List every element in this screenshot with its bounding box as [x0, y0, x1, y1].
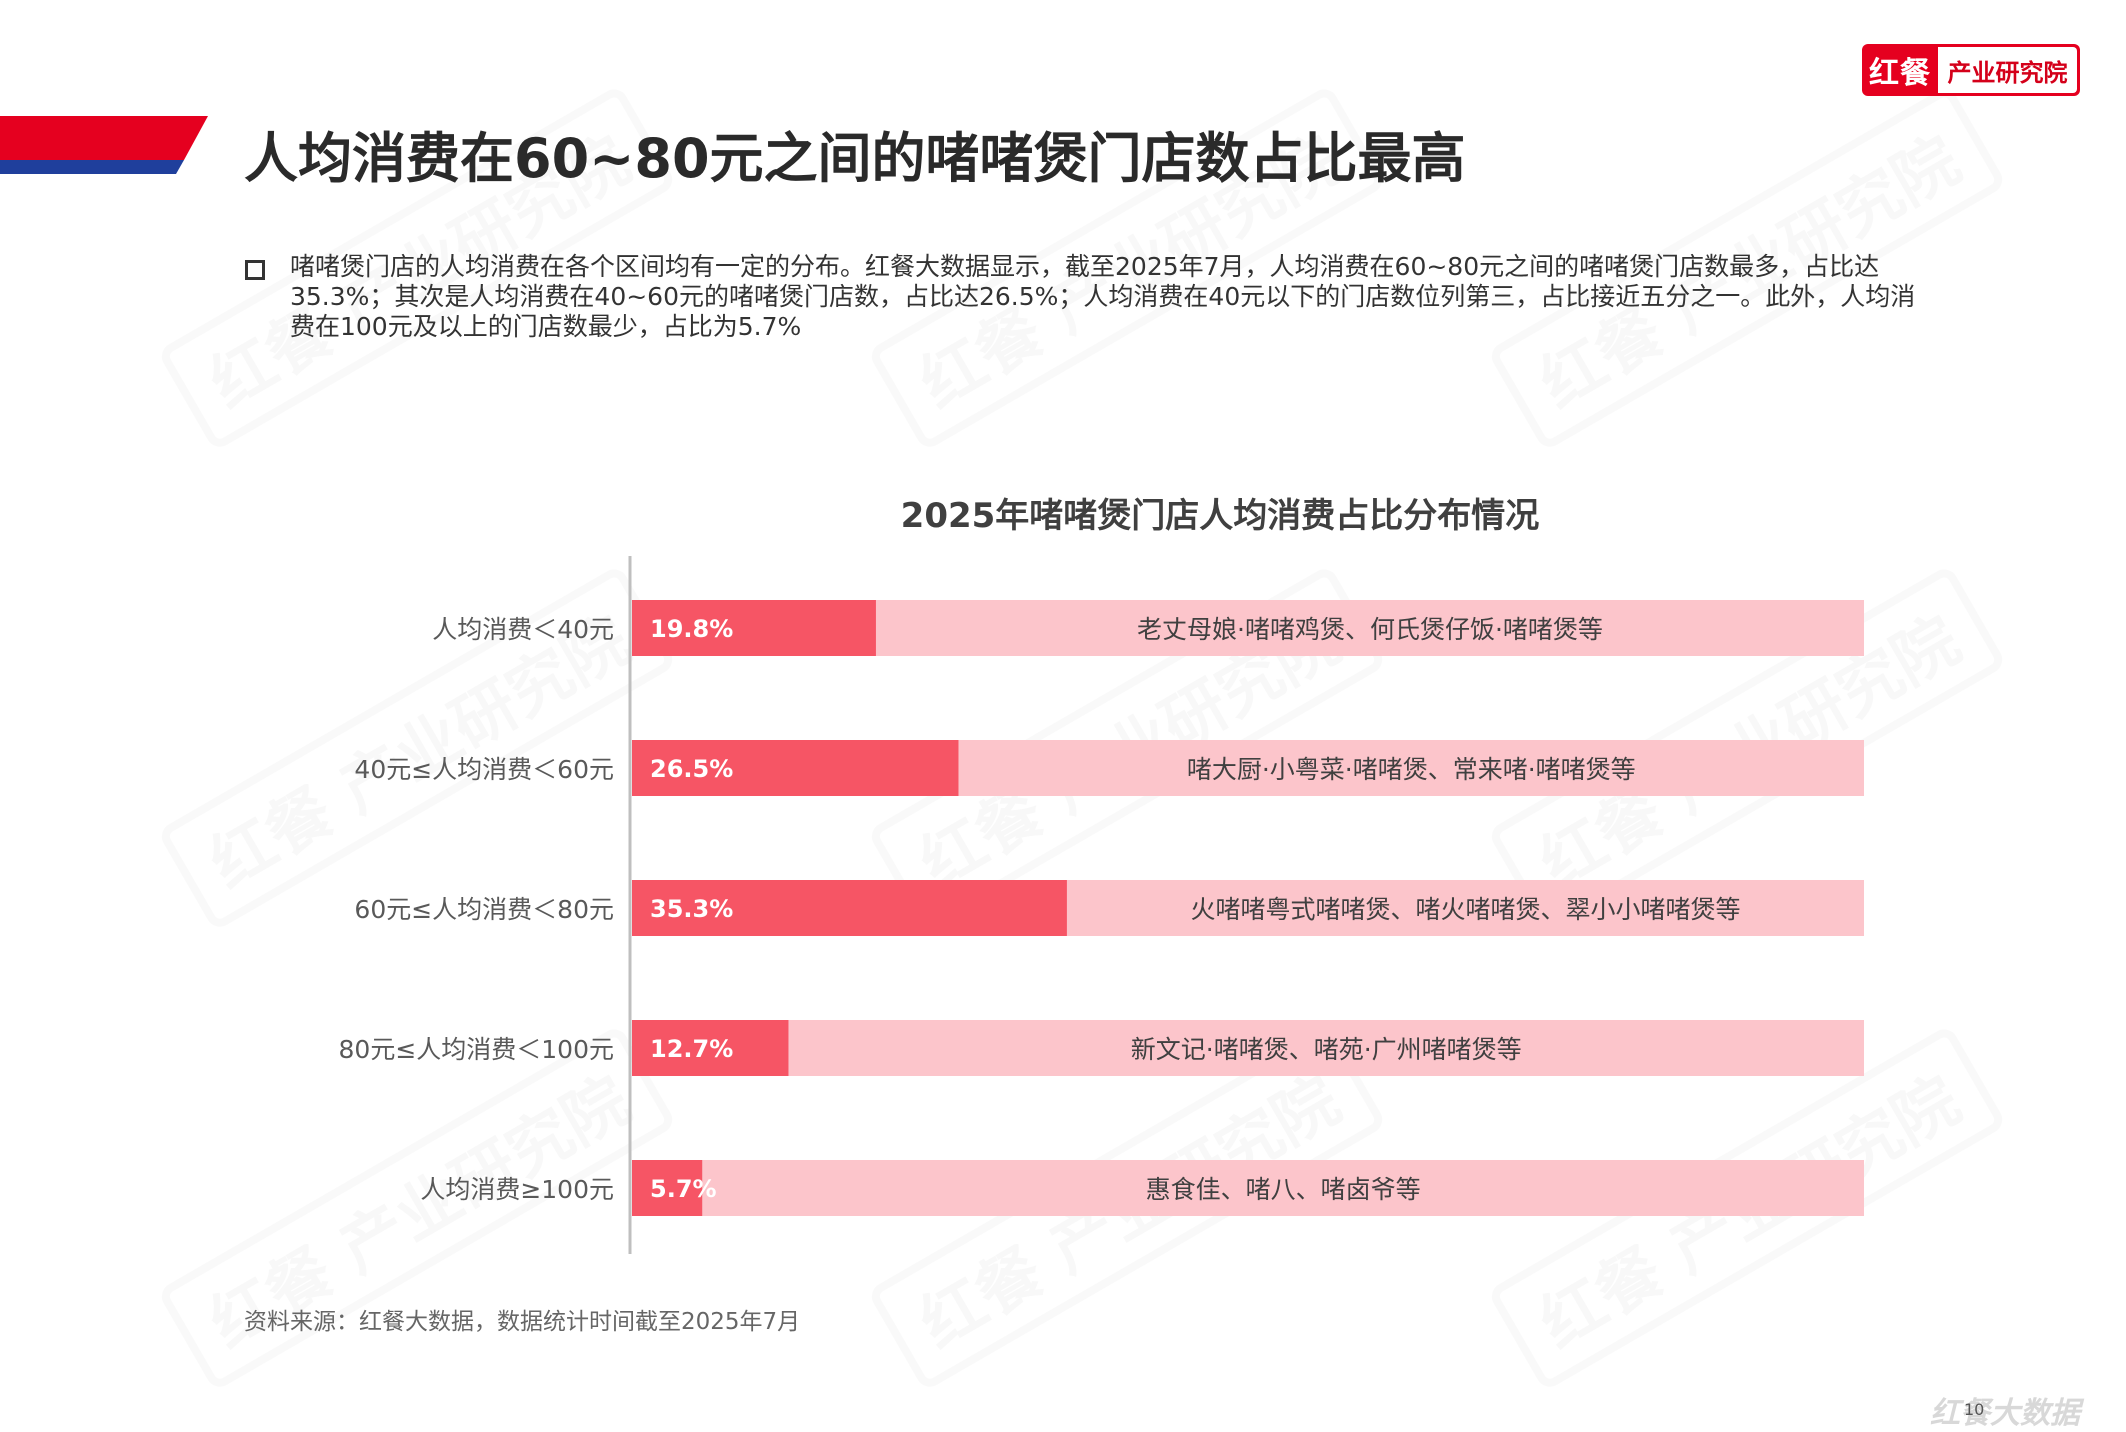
- category-label: 60元≤人均消费＜80元: [354, 895, 614, 924]
- bar: [632, 740, 959, 796]
- bullet-square-icon: [245, 260, 265, 280]
- bar-annotation: 老丈母娘·啫啫鸡煲、何氏煲仔饭·啫啫煲等: [1137, 615, 1603, 644]
- data-label: 12.7%: [650, 1035, 733, 1063]
- bar: [632, 1020, 789, 1076]
- summary-text: 啫啫煲门店的人均消费在各个区间均有一定的分布。红餐大数据显示，截至2025年7月…: [290, 252, 1916, 341]
- logo-mark: 红餐: [1869, 56, 1931, 91]
- chart-title: 2025年啫啫煲门店人均消费占比分布情况: [900, 496, 1540, 536]
- page-number: 10: [1964, 1400, 1985, 1419]
- logo-text: 产业研究院: [1938, 47, 2077, 93]
- bar: [632, 600, 876, 656]
- bar-annotation: 啫大厨·小粤菜·啫啫煲、常来啫·啫啫煲等: [1187, 755, 1636, 784]
- bar-annotation: 新文记·啫啫煲、啫苑·广州啫啫煲等: [1131, 1035, 1522, 1064]
- category-label: 人均消费＜40元: [432, 615, 614, 644]
- category-label: 80元≤人均消费＜100元: [339, 1035, 614, 1064]
- bar-annotation: 惠食佳、啫八、啫卤爷等: [1146, 1175, 1421, 1204]
- data-label: 35.3%: [650, 895, 733, 923]
- data-label: 5.7%: [650, 1175, 717, 1203]
- bar-track: [632, 1020, 1864, 1076]
- bar-annotation: 火啫啫粤式啫啫煲、啫火啫啫煲、翠小小啫啫煲等: [1190, 895, 1740, 924]
- page-title: 人均消费在60~80元之间的啫啫煲门店数占比最高: [244, 127, 1466, 190]
- source-note: 资料来源：红餐大数据，数据统计时间截至2025年7月: [244, 1309, 801, 1335]
- data-label: 19.8%: [650, 615, 733, 643]
- brand-logo: 红餐 产业研究院: [1862, 44, 2080, 96]
- footer-brand: 红餐大数据: [1930, 1396, 2080, 1431]
- data-label: 26.5%: [650, 755, 733, 783]
- category-label: 40元≤人均消费＜60元: [354, 755, 614, 784]
- bar: [632, 1160, 703, 1216]
- bar-track: [632, 1160, 1864, 1216]
- category-label: 人均消费≥100元: [420, 1175, 614, 1204]
- title-decoration-bar: [0, 116, 208, 174]
- bar: [632, 880, 1067, 936]
